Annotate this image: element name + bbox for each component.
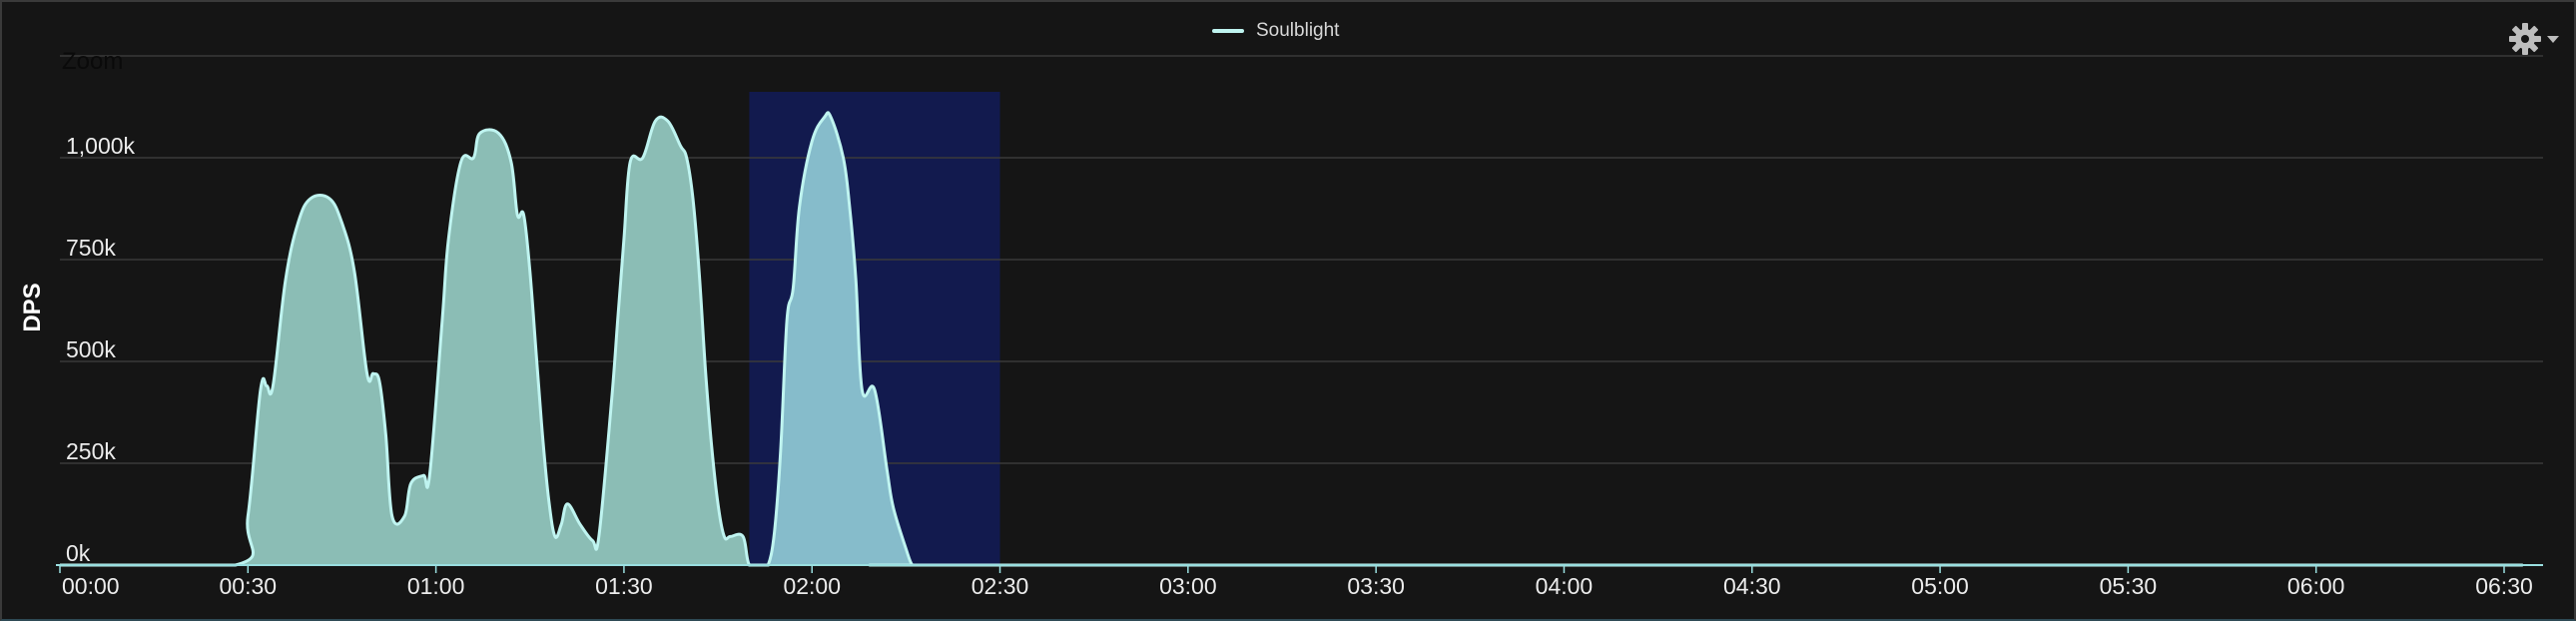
x-tick-label-12: 06:00 bbox=[2287, 573, 2345, 599]
legend-label-soulblight[interactable]: Soulblight bbox=[1256, 20, 1340, 41]
series-area-soulblight bbox=[60, 112, 2523, 565]
x-tick-label-6: 03:00 bbox=[1159, 573, 1217, 599]
y-axis-tick-labels: 0k 250k 500k 750k 1,000k bbox=[66, 133, 136, 566]
series-line-soulblight[interactable] bbox=[59, 111, 2523, 567]
y-tick-label-4: 1,000k bbox=[66, 133, 136, 159]
x-tick-label-10: 05:00 bbox=[1911, 573, 1969, 599]
settings-menu[interactable] bbox=[2508, 22, 2560, 56]
caret-down-icon[interactable] bbox=[2546, 34, 2560, 44]
x-tick-label-3: 01:30 bbox=[595, 573, 653, 599]
x-tick-label-8: 04:00 bbox=[1536, 573, 1594, 599]
series-area-selected bbox=[749, 112, 1000, 565]
y-tick-label-0: 0k bbox=[66, 540, 91, 566]
legend[interactable]: Soulblight bbox=[1212, 20, 1339, 42]
x-tick-label-7: 03:30 bbox=[1347, 573, 1405, 599]
x-tick-label-0: 00:00 bbox=[62, 573, 120, 599]
x-tick-label-13: 06:30 bbox=[2475, 573, 2533, 599]
y-tick-label-1: 250k bbox=[66, 438, 116, 464]
x-axis-tick-labels: 00:00 00:30 01:00 01:30 02:00 02:30 03:00 03:30… bbox=[59, 565, 2533, 599]
x-tick-label-9: 04:30 bbox=[1723, 573, 1781, 599]
grid-lines bbox=[60, 55, 2543, 464]
y-axis-title: DPS bbox=[19, 283, 46, 331]
x-tick-label-5: 02:30 bbox=[971, 573, 1029, 599]
x-tick-label-4: 02:00 bbox=[783, 573, 841, 599]
zoom-label[interactable]: Zoom bbox=[62, 48, 124, 75]
x-tick-label-2: 01:00 bbox=[407, 573, 465, 599]
x-tick-label-11: 05:30 bbox=[2100, 573, 2158, 599]
y-tick-label-2: 500k bbox=[66, 336, 116, 362]
x-tick-label-1: 00:30 bbox=[220, 573, 278, 599]
y-tick-label-3: 750k bbox=[66, 235, 116, 261]
legend-swatch-soulblight bbox=[1212, 29, 1244, 33]
gear-icon[interactable] bbox=[2508, 22, 2542, 56]
